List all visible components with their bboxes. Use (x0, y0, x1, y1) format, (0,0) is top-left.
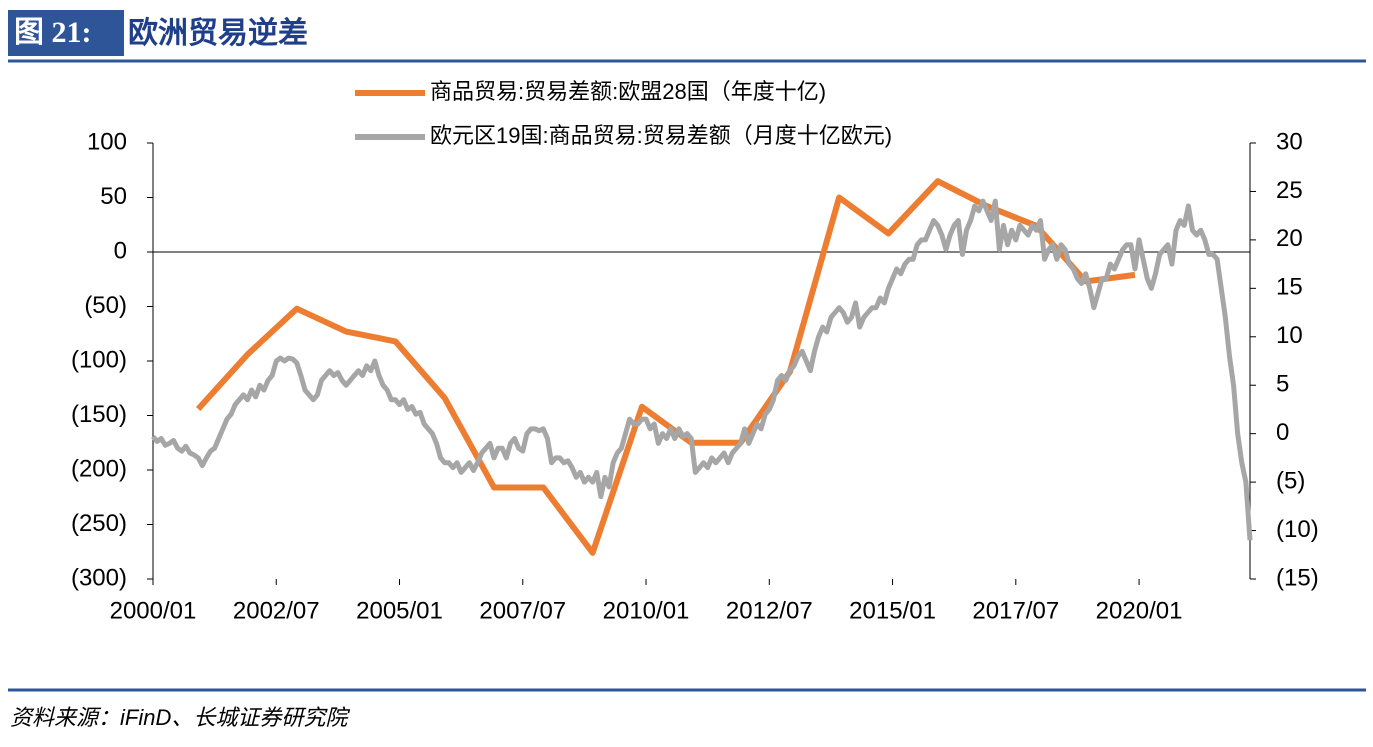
x-tick-label: 2017/07 (972, 597, 1059, 624)
y-tick-label: 0 (114, 237, 127, 264)
y2-tick-label: 20 (1276, 225, 1303, 252)
y2-tick-label: (15) (1276, 564, 1319, 591)
figure-label: 图 21: (14, 16, 92, 49)
y2-tick-label: 0 (1276, 419, 1289, 446)
y-tick-label: (150) (71, 401, 127, 428)
x-tick-label: 2002/07 (233, 597, 320, 624)
y2-tick-label: 30 (1276, 128, 1303, 155)
figure-label-box (8, 10, 124, 56)
x-tick-label: 2010/01 (603, 597, 690, 624)
x-tick-label: 2000/01 (110, 597, 197, 624)
y2-tick-label: 10 (1276, 322, 1303, 349)
x-tick-label: 2020/01 (1096, 597, 1183, 624)
y-tick-label: (200) (71, 455, 127, 482)
y-tick-label: (300) (71, 564, 127, 591)
y-tick-label: (50) (84, 292, 127, 319)
series-line (195, 178, 1136, 556)
y-tick-label: (100) (71, 346, 127, 373)
x-tick-label: 2007/07 (479, 597, 566, 624)
series-line (151, 198, 1253, 541)
y2-tick-label: 25 (1276, 177, 1303, 204)
y2-tick-label: (10) (1276, 516, 1319, 543)
y-tick-label: (250) (71, 510, 127, 537)
chart-title: 欧洲贸易逆差 (128, 16, 308, 50)
y-tick-label: 100 (87, 128, 127, 155)
source: 资料来源：iFinD、长城证券研究院 (10, 705, 350, 730)
y2-tick-label: 5 (1276, 371, 1289, 398)
legend-label: 商品贸易:贸易差额:欧盟28国（年度十亿) (430, 79, 826, 104)
y2-tick-label: 15 (1276, 274, 1303, 301)
x-tick-label: 2005/01 (356, 597, 443, 624)
y-tick-label: 50 (100, 183, 127, 210)
y2-tick-label: (5) (1276, 467, 1305, 494)
legend-label: 欧元区19国:商品贸易:贸易差额（月度十亿欧元) (430, 123, 892, 148)
x-tick-label: 2012/07 (726, 597, 813, 624)
x-tick-label: 2015/01 (849, 597, 936, 624)
